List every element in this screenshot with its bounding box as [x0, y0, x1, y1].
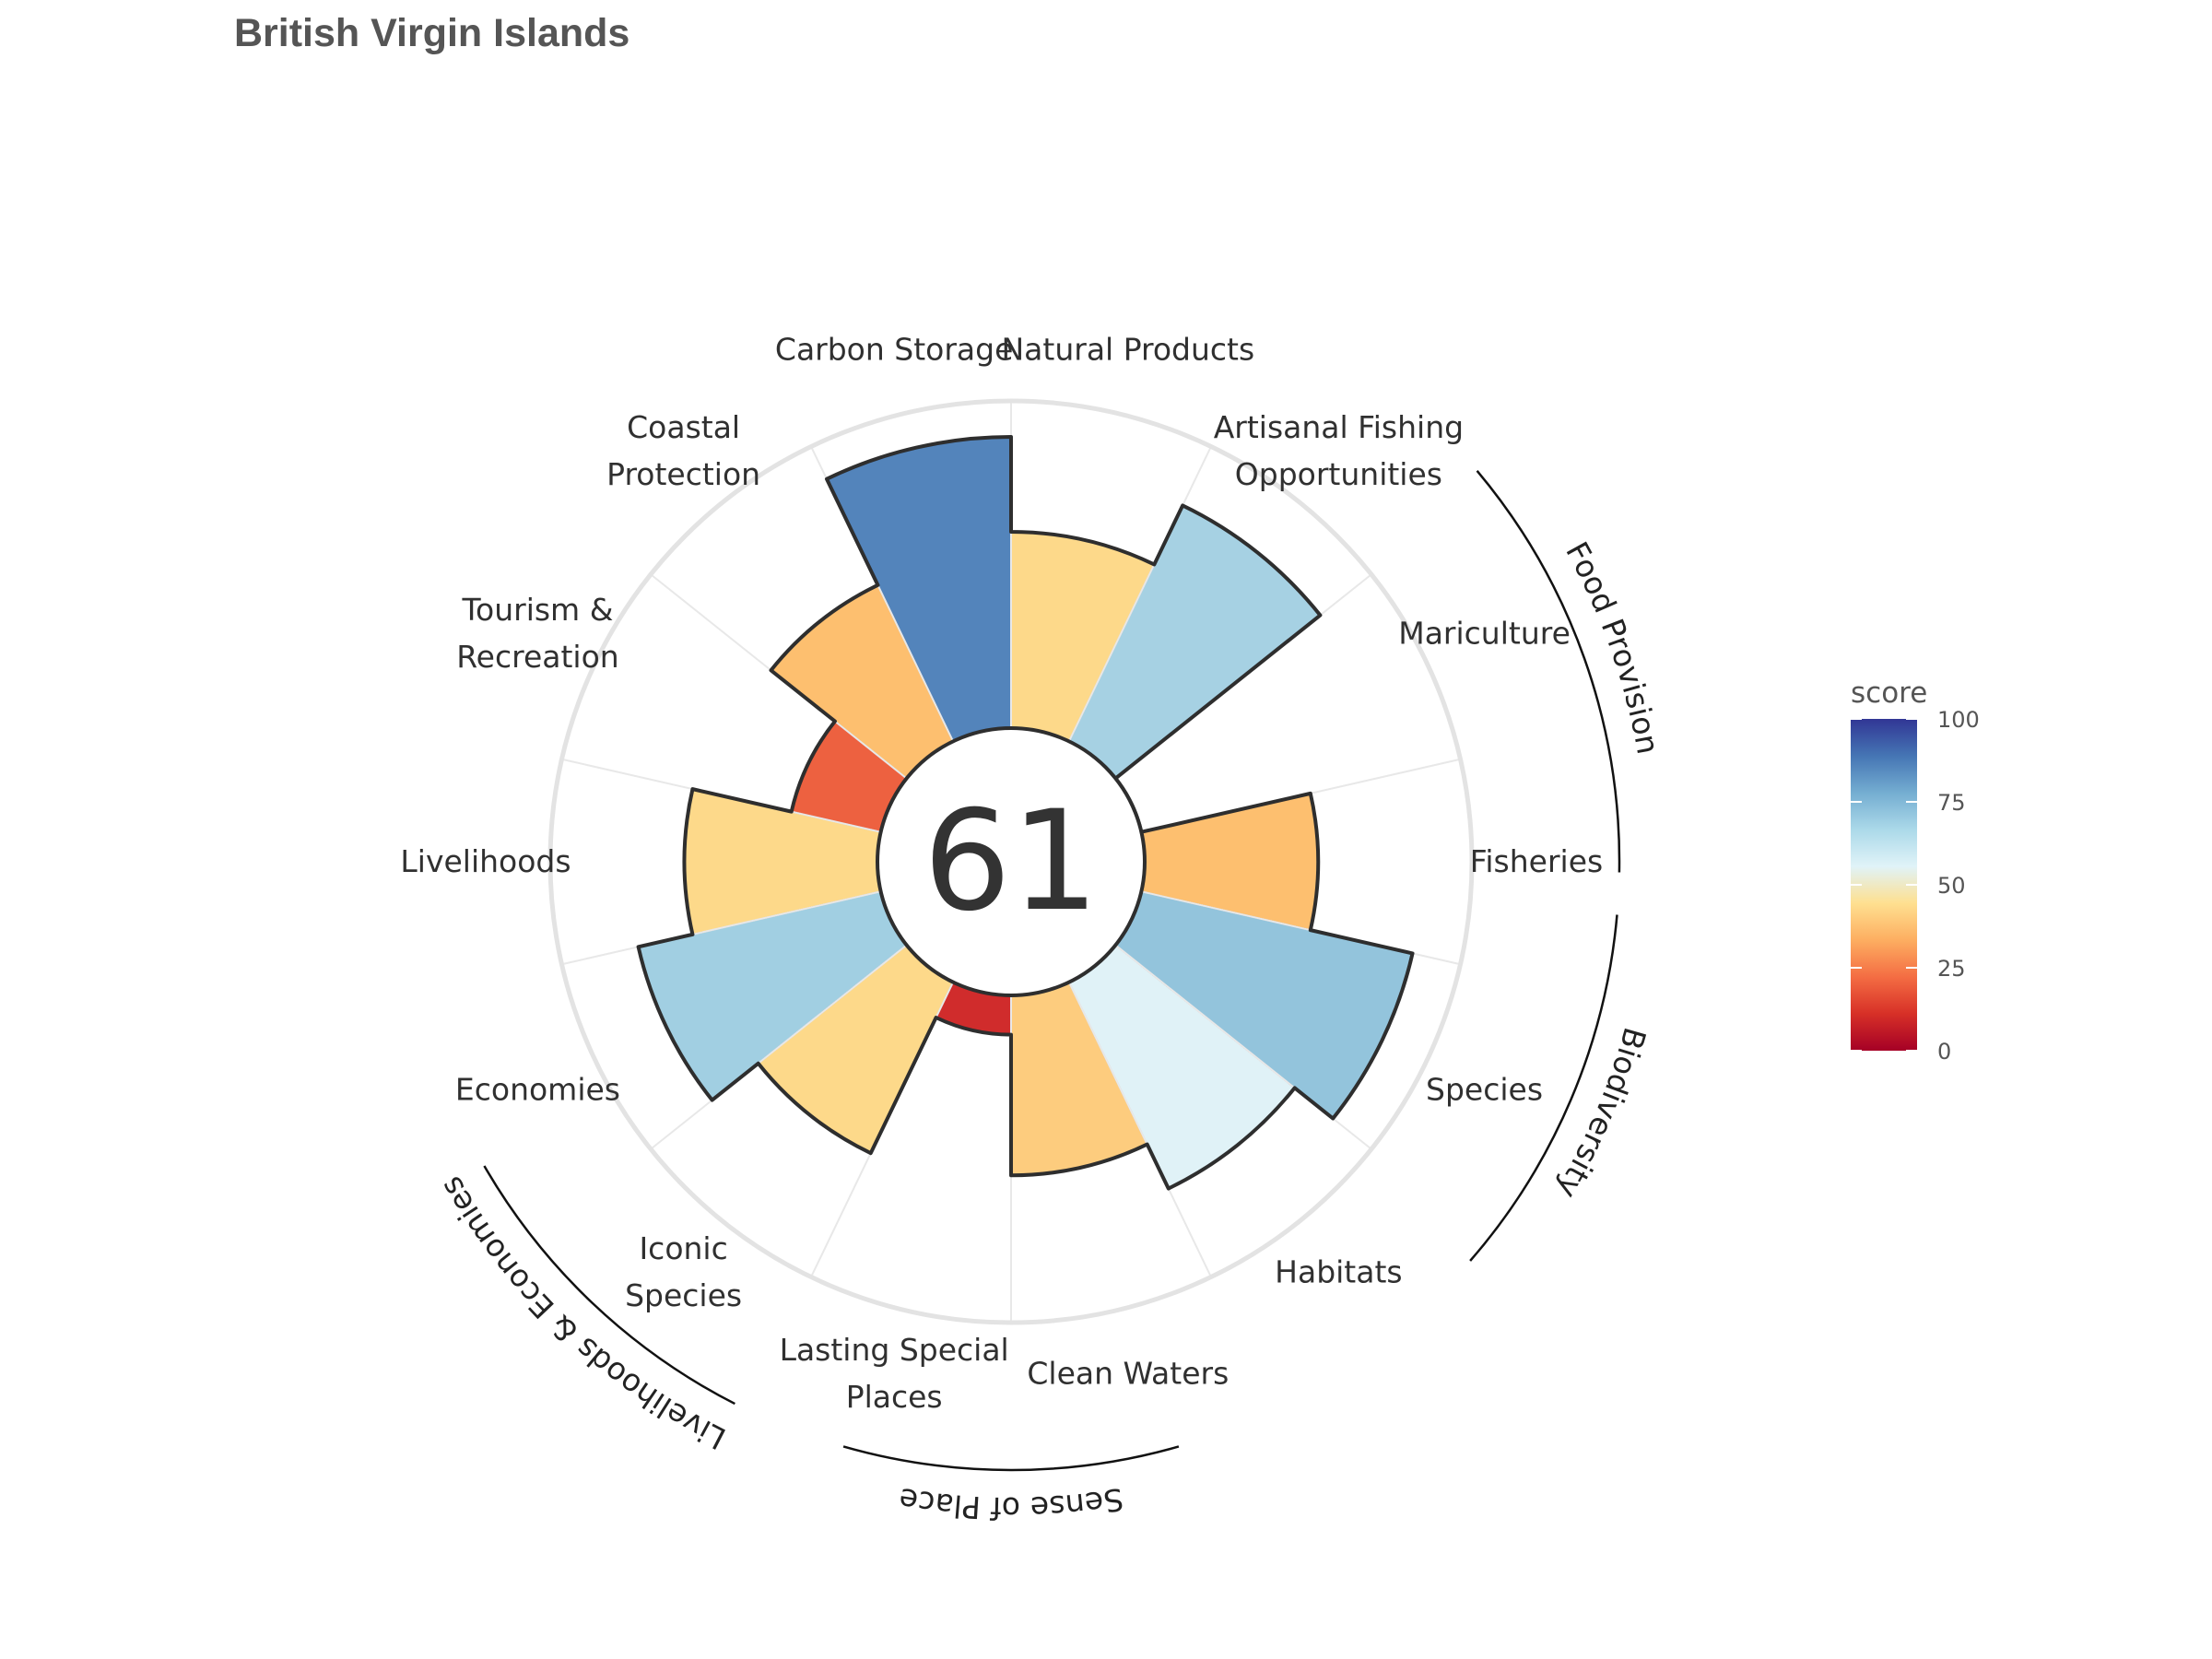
goal-label-layer: Fisheries Mariculture Artisanal Fishing Opp… — [400, 331, 1603, 1415]
legend-tick-label: 0 — [1937, 1039, 1951, 1065]
petal-label-7: Livelihoods — [400, 843, 571, 879]
petal-label-10: Lasting Special Places — [780, 1332, 1009, 1415]
petal-label-5: Coastal Protection — [606, 409, 760, 492]
legend-tick-label: 50 — [1937, 873, 1966, 899]
legend-title: score — [1851, 677, 1927, 710]
group-arc-1 — [1469, 914, 1618, 1262]
grid-outer-ring — [547, 398, 1475, 1325]
group-arc-2 — [842, 1445, 1180, 1472]
petal-outline — [636, 435, 1415, 1191]
petal-label-12: Habitats — [1275, 1254, 1402, 1290]
grid-spoke — [650, 944, 908, 1150]
group-arc-3 — [483, 1165, 735, 1406]
petal-label-13: Species — [1426, 1071, 1543, 1107]
petal-label-9: Iconic Species — [625, 1230, 742, 1313]
petal-label-3: Natural Products — [1001, 331, 1254, 367]
grid-spoke — [1068, 982, 1212, 1277]
group-label-3: Livelihoods & Economies — [432, 1171, 731, 1457]
petal-label-1: Mariculture — [1398, 616, 1571, 652]
grid-spoke — [561, 890, 881, 966]
legend: score 0 25 50 75 100 — [1851, 677, 1980, 1065]
petal-label-0: Fisheries — [1470, 843, 1603, 879]
legend-tick-label: 100 — [1937, 707, 1980, 733]
center-score: 61 — [924, 782, 1100, 942]
group-label-2: Sense of Place — [896, 1481, 1125, 1526]
chart-title: British Virgin Islands — [234, 11, 630, 55]
group-label-0: Food Provision — [1559, 535, 1666, 757]
legend-tick-label: 25 — [1937, 956, 1966, 982]
petal-label-4: Carbon Storage — [775, 331, 1014, 367]
legend-tick-label: 75 — [1937, 790, 1966, 816]
group-arc-0 — [1476, 469, 1621, 873]
petal-label-8: Economies — [455, 1071, 620, 1107]
grid-spoke — [1068, 446, 1212, 742]
petal-label-6: Tourism & Recreation — [456, 592, 618, 675]
center-disc — [876, 726, 1147, 997]
petal-label-11: Clean Waters — [1027, 1356, 1229, 1392]
outline-layer — [636, 435, 1415, 1191]
petal-label-2: Artisanal Fishing Opportunities — [1214, 409, 1464, 492]
